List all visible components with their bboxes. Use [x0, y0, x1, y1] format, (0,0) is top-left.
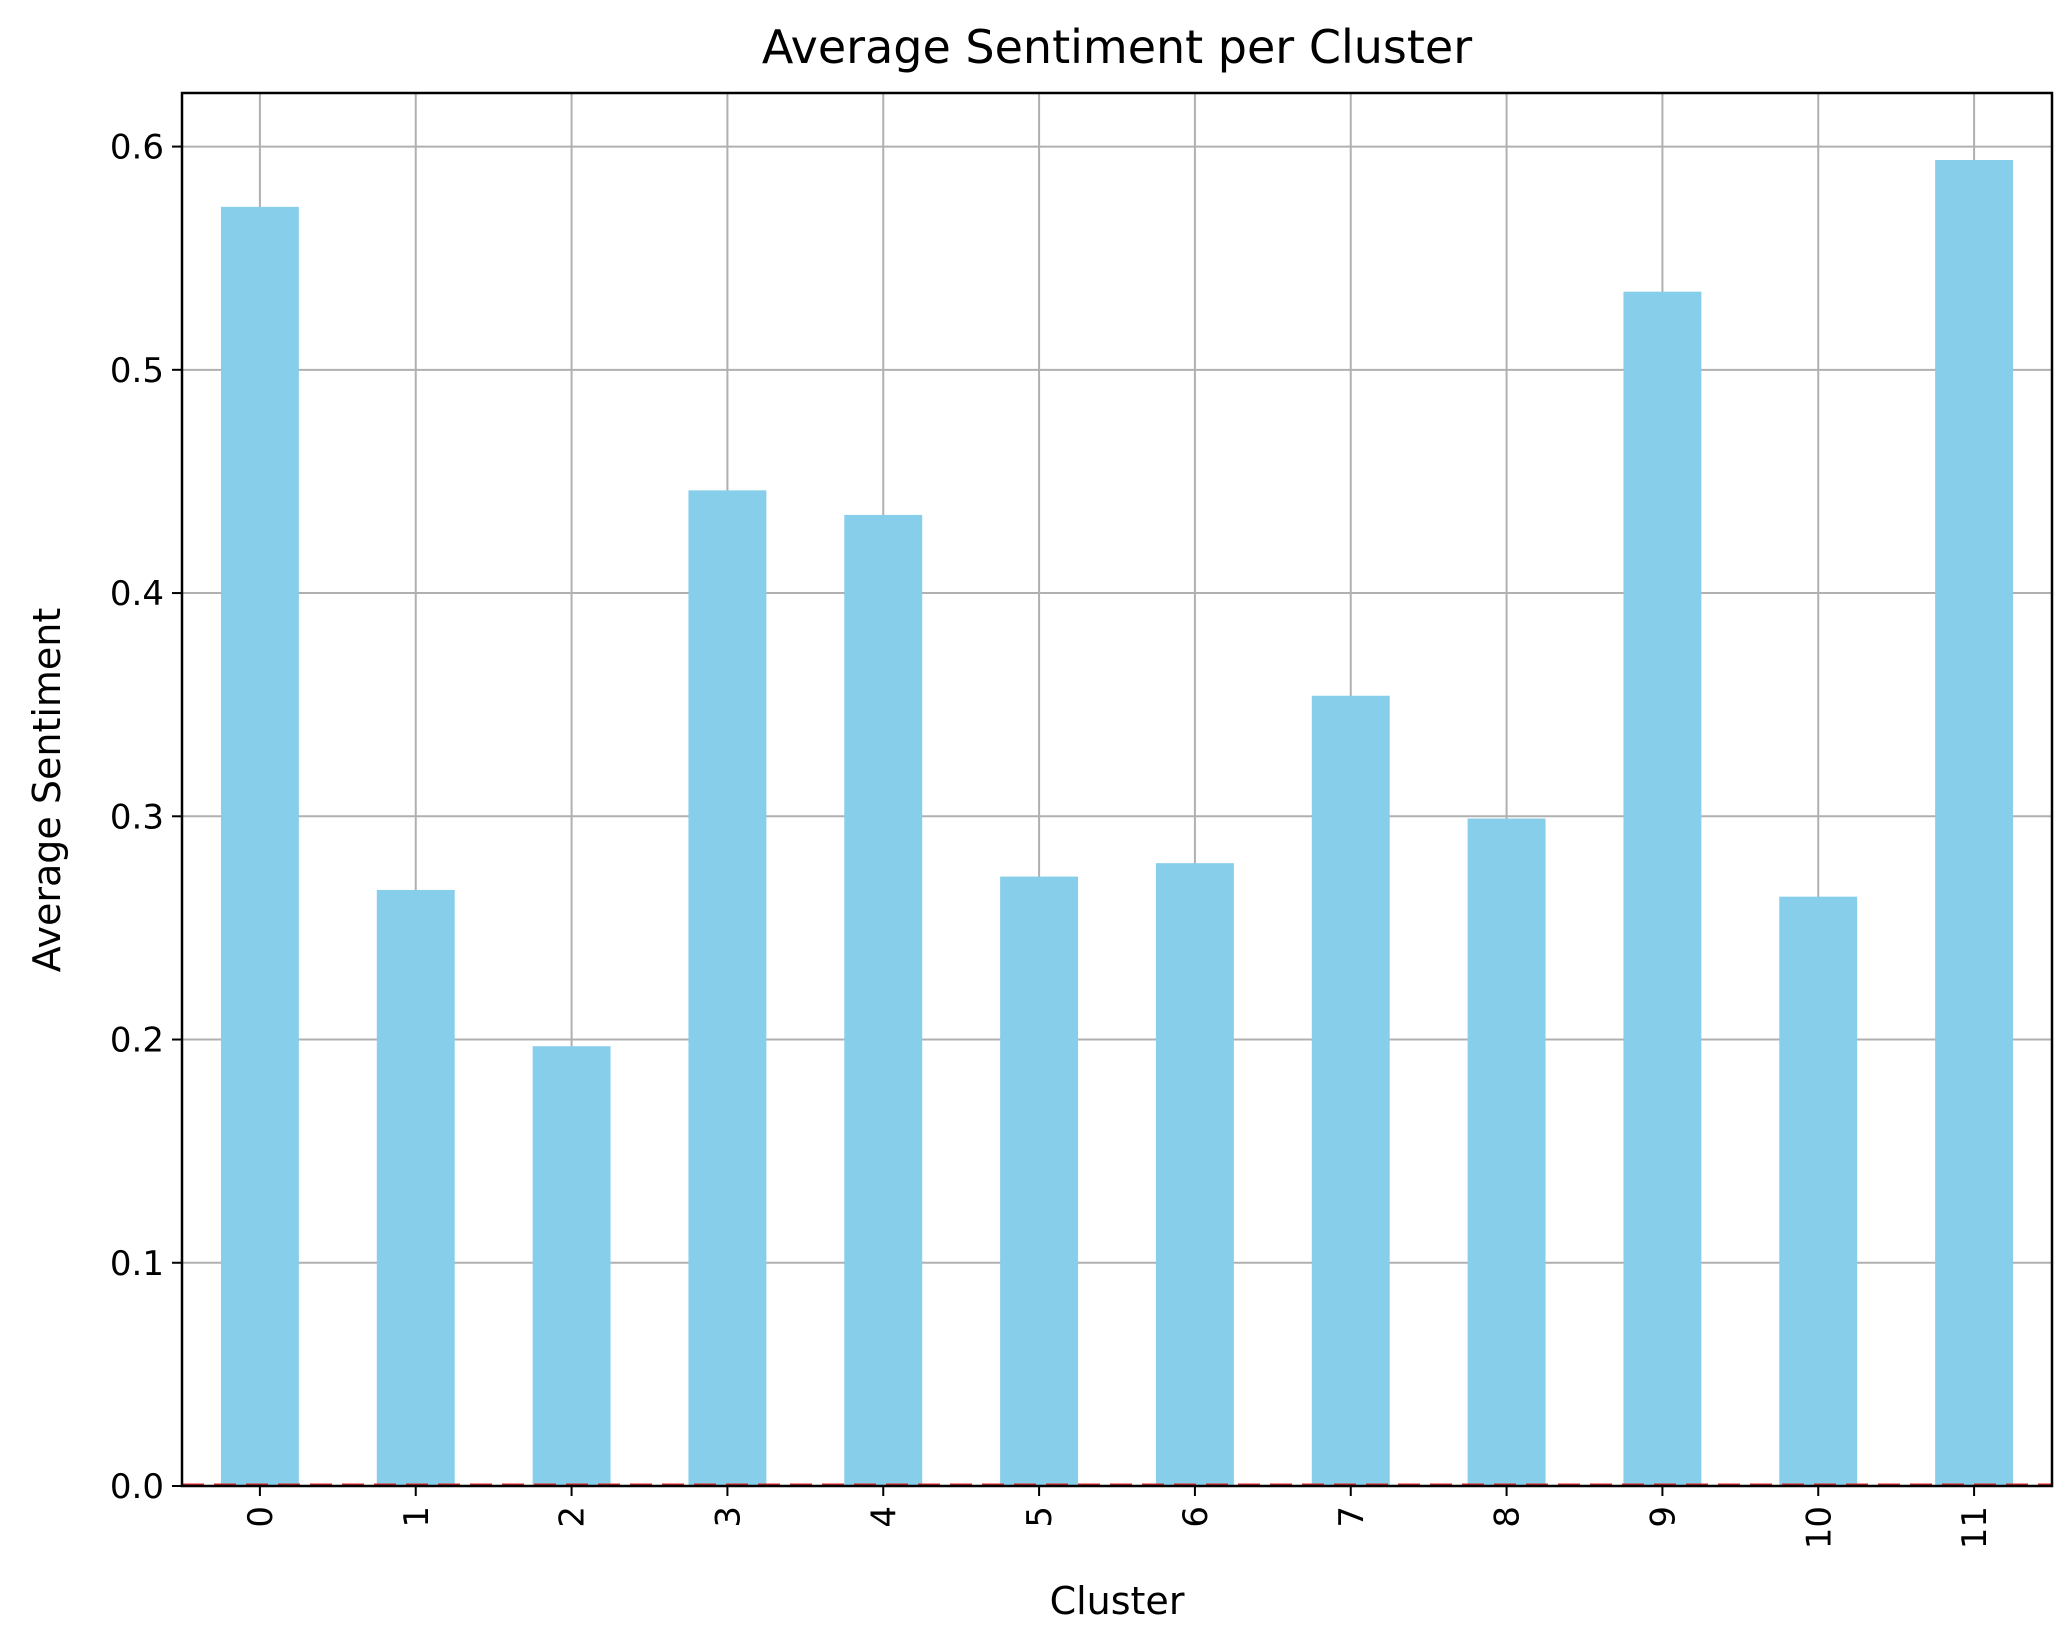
- y-tick-label: 0.0: [110, 1467, 164, 1507]
- x-tick-label: 10: [1799, 1506, 1839, 1549]
- bar-cluster-9: [1623, 291, 1702, 1486]
- bar-cluster-6: [1155, 863, 1234, 1486]
- x-tick-label: 2: [553, 1506, 593, 1528]
- bar-cluster-2: [532, 1046, 611, 1486]
- y-tick-label: 0.5: [110, 351, 164, 391]
- bar-cluster-11: [1935, 159, 2014, 1486]
- x-tick-label: 4: [864, 1506, 904, 1528]
- axes-frame: [180, 91, 2054, 1488]
- x-tick-label: 7: [1332, 1506, 1372, 1528]
- y-axis-label: Average Sentiment: [25, 608, 69, 973]
- y-tick-label: 0.2: [110, 1021, 164, 1061]
- y-tick-label: 0.4: [110, 574, 164, 614]
- x-tick-label: 3: [708, 1506, 748, 1528]
- x-tick-label: 5: [1020, 1506, 1060, 1528]
- bar-cluster-8: [1467, 818, 1546, 1486]
- bars: [220, 159, 2014, 1487]
- bar-cluster-3: [688, 490, 767, 1486]
- bar-cluster-0: [220, 206, 299, 1487]
- y-tick-label: 0.6: [110, 128, 164, 168]
- chart-title: Average Sentiment per Cluster: [762, 20, 1472, 74]
- bar-cluster-1: [376, 889, 455, 1486]
- x-tick-label: 1: [397, 1506, 437, 1528]
- bar-cluster-4: [844, 514, 923, 1486]
- x-tick-label: 0: [241, 1506, 281, 1528]
- bar-cluster-5: [1000, 876, 1079, 1486]
- x-tick-label: 11: [1955, 1506, 1995, 1549]
- x-tick-label: 8: [1488, 1506, 1528, 1528]
- x-tick-label: 6: [1176, 1506, 1216, 1528]
- y-tick-label: 0.1: [110, 1244, 164, 1284]
- x-tick-label: 9: [1643, 1506, 1683, 1528]
- grid-lines: [182, 93, 2052, 1487]
- bar-cluster-7: [1311, 695, 1390, 1486]
- x-axis-label: Cluster: [1050, 1579, 1185, 1623]
- y-tick-label: 0.3: [110, 797, 164, 837]
- x-axis: 0 1 2 3 4 5 6 7 8 9 10 11: [241, 1486, 1995, 1549]
- y-axis: 0.0 0.1 0.2 0.3 0.4 0.5 0.6: [110, 128, 182, 1507]
- bar-cluster-10: [1779, 896, 1858, 1486]
